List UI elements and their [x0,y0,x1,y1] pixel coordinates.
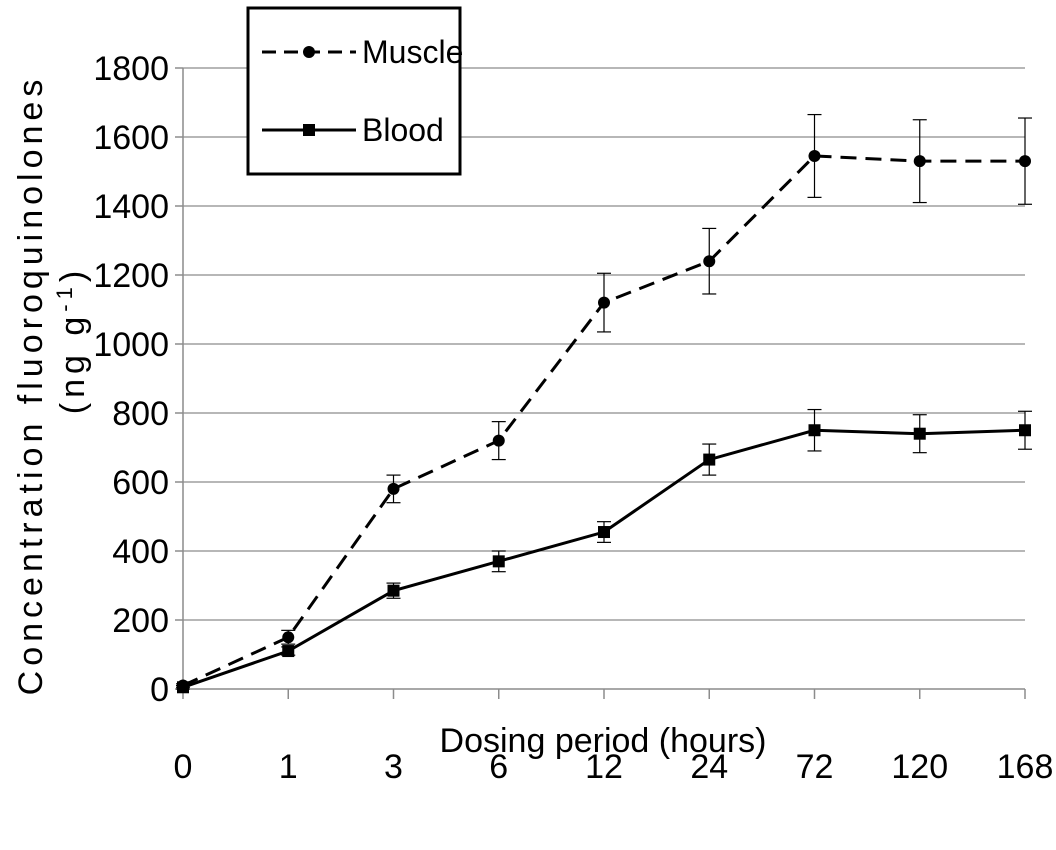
x-tick-label: 120 [891,748,948,786]
x-tick-label: 1 [279,748,298,786]
data-point-blood [387,584,400,597]
grid-lines [175,67,1025,690]
x-tick-label: 168 [997,748,1054,786]
data-point-muscle [1019,155,1031,168]
data-point-blood [492,555,505,568]
y-tick-label: 600 [112,464,169,502]
y-tick-label: 200 [112,602,169,640]
legend: Muscle Blood [246,6,463,176]
data-point-blood [598,526,610,539]
data-point-blood [177,681,189,694]
y-axis-unit-prefix: (ng g [54,312,92,415]
y-tick-label: 1600 [93,119,169,157]
y-tick-label: 1400 [93,188,169,226]
x-tick-label: 3 [384,748,403,786]
series-line-blood [182,428,1026,689]
data-point-blood [808,424,821,437]
data-point-muscle [913,155,926,168]
y-tick-label: 800 [112,395,169,433]
y-axis-unit-suffix: ) [54,266,92,282]
data-point-muscle [703,255,716,268]
legend-muscle-marker [303,46,315,58]
y-tick-label: 0 [150,671,169,709]
legend-blood-label: Blood [362,112,444,148]
y-tick-labels: 0 200 400 600 800 1000 1200 1400 1600 1800 [93,50,169,709]
data-point-blood [913,427,926,440]
data-point-blood [1019,424,1031,437]
data-point-blood [282,645,295,658]
series-line-muscle [182,154,1025,687]
data-point-muscle [492,434,505,447]
data-point-muscle [808,149,821,162]
data-point-muscle [598,296,610,309]
x-tick-label: 6 [489,748,508,786]
series-group [176,113,1032,694]
data-point-muscle [387,482,400,495]
data-point-muscle [282,631,295,644]
y-axis-title-line1: Concentration fluoroquinolones [12,75,50,696]
x-tick-label: 12 [585,748,623,786]
x-tick-label: 0 [174,748,193,786]
series-muscle [176,113,1032,692]
y-axis-unit-superscript: -1 [52,282,77,312]
x-tick-label: 24 [690,748,728,786]
y-tick-label: 1200 [93,257,169,295]
data-point-blood [703,453,716,466]
series-blood [176,408,1032,694]
x-tick-label: 72 [796,748,834,786]
x-axis-title: Dosing period (hours) [440,722,767,760]
y-axis-title-line2: (ng g-1) [52,266,92,414]
y-tick-label: 1800 [93,50,169,88]
y-tick-label: 1000 [93,326,169,364]
legend-blood-marker [303,124,315,136]
legend-muscle-label: Muscle [362,34,463,70]
axes [182,68,1026,699]
x-tick-labels: 0 1 3 6 12 24 72 120 168 [174,748,1054,786]
y-tick-label: 400 [112,533,169,571]
legend-box [246,6,462,176]
